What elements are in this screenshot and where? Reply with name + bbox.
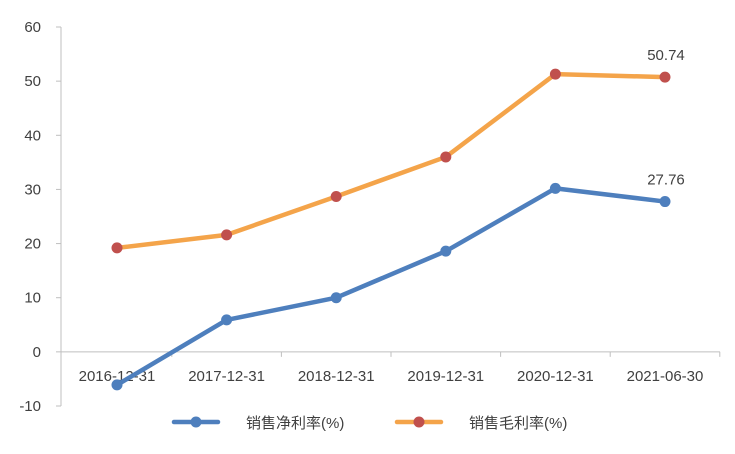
- data-point: [440, 245, 452, 257]
- series-line-1: [114, 71, 668, 251]
- data-label: 50.74: [647, 47, 685, 64]
- y-tick-label: 30: [24, 181, 41, 198]
- data-point: [330, 292, 342, 304]
- legend-marker: [413, 416, 425, 428]
- legend-marker: [190, 416, 202, 428]
- x-tick-label: 2020-12-31: [517, 368, 594, 385]
- data-point: [659, 196, 671, 208]
- x-tick-label: 2019-12-31: [407, 368, 484, 385]
- data-point: [111, 379, 123, 391]
- x-tick-label: 2021-06-30: [627, 368, 704, 385]
- y-tick-label: -10: [19, 398, 41, 415]
- y-tick-label: 50: [24, 73, 41, 90]
- y-tick-label: 20: [24, 236, 41, 253]
- data-point: [549, 68, 561, 80]
- data-point: [330, 190, 342, 202]
- data-labels: 27.76 50.74: [647, 47, 685, 188]
- y-axis: -10 0 10 20 30 40 50 60: [19, 19, 62, 415]
- y-tick-label: 60: [24, 19, 41, 36]
- data-point: [440, 151, 452, 163]
- series-line-0: [114, 186, 668, 388]
- y-tick-label: 40: [24, 127, 41, 144]
- data-point: [221, 314, 233, 326]
- y-tick-label: 0: [33, 344, 41, 361]
- x-tick-label: 2017-12-31: [188, 368, 265, 385]
- legend: 销售净利率(%) 销售毛利率(%): [171, 415, 567, 432]
- x-tick-label: 2018-12-31: [298, 368, 375, 385]
- series: [111, 68, 671, 391]
- data-point: [659, 71, 671, 83]
- legend-label: 销售毛利率(%): [469, 415, 567, 432]
- data-point: [111, 242, 123, 254]
- legend-label: 销售净利率(%): [246, 415, 344, 432]
- y-tick-label: 10: [24, 290, 41, 307]
- x-axis: 2016-12-31 2017-12-31 2018-12-31 2019-12-31…: [61, 351, 721, 385]
- data-label: 27.76: [647, 172, 685, 189]
- data-point: [221, 229, 233, 241]
- data-point: [549, 182, 561, 194]
